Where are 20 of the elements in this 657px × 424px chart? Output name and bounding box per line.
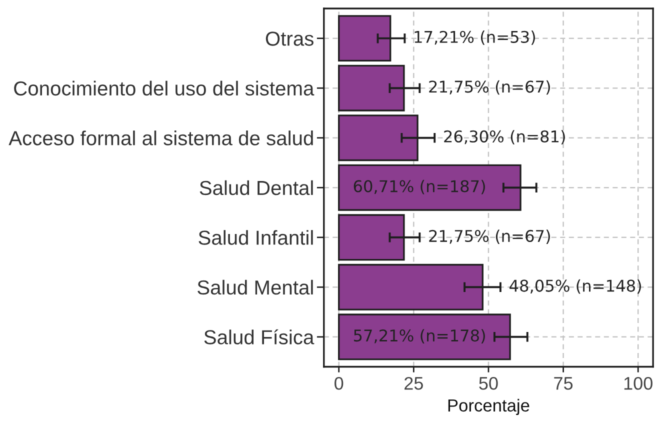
data-label: 26,30% (n=81)	[444, 130, 565, 144]
x-tick-label: 100	[624, 376, 652, 390]
y-tick-label: Salud Mental	[198, 280, 313, 295]
x-tick-label: 75	[554, 377, 573, 390]
data-label: 21,75% (n=67)	[429, 230, 550, 244]
x-tick-label: 50	[479, 376, 498, 390]
data-label: 57,21% (n=178)	[354, 329, 485, 344]
y-tick-label: Salud Física	[204, 329, 314, 344]
data-label: 48,05% (n=148)	[510, 279, 641, 294]
x-tick-label: 0	[334, 376, 344, 390]
x-tick-label: 25	[404, 376, 423, 390]
y-tick-label: Conocimiento del uso del sistema	[14, 80, 314, 96]
data-label: 21,75% (n=67)	[429, 80, 550, 95]
x-axis-title: Porcentaje	[448, 398, 530, 416]
data-label: 17,21% (n=53)	[414, 30, 535, 45]
y-tick-label: Otras	[266, 32, 314, 46]
y-tick-label: Salud Infantil	[198, 230, 313, 245]
data-label: 60,71% (n=187)	[354, 180, 485, 194]
y-tick-label: Salud Dental	[200, 180, 313, 196]
y-tick-label: Acceso formal al sistema de salud	[8, 130, 313, 146]
